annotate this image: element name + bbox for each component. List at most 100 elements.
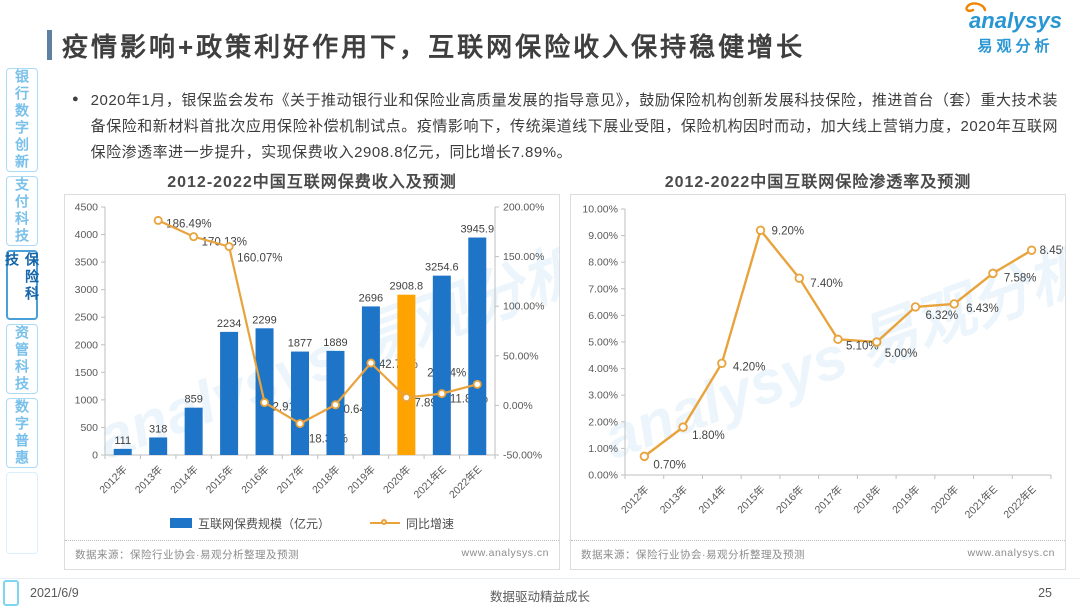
penetration-label-2013年: 1.80% [692,430,725,442]
sidebar-item-banking-digital[interactable]: 银行数字创新 [6,68,38,172]
bullet-text: 2020年1月，银保监会发布《关于推动银行业和保险业高质量发展的指导意见》，鼓励… [90,92,1058,161]
x-tick-label: 2022年E [1001,483,1039,521]
growth-point-2021年E [437,389,447,399]
x-tick-label: 2015年 [735,483,768,516]
growth-label-2013年: 186.49% [166,218,211,230]
bar-legend-label: 互联网保费规模（亿元） [197,516,330,531]
source-site: www.analysys.cn [967,547,1055,559]
footer-date: 2021/6/9 [30,586,79,600]
growth-line [157,219,478,425]
y-axis-tick: 9.00% [588,230,618,242]
left-axis-tick: 1500 [75,367,99,379]
line-legend-marker [370,519,400,525]
growth-label-2015年: 160.07% [237,253,282,265]
premium-source-row: 数据来源：保险行业协会·易观分析整理及预测 www.analysys.cn [65,540,559,569]
left-axis-tick: 4000 [75,229,99,241]
bar-label-2012年: 111 [114,435,131,447]
penetration-chart-box: analysys 易观分析 0.00% 1.00% 2.00% 3.00% 4.00% 5… [570,194,1066,570]
left-axis-tick: 2500 [75,312,99,324]
logo-wordmark: analysys [969,8,1062,33]
penetration-label-2019年: 6.32% [925,310,958,322]
left-axis-tick: 0 [92,450,98,462]
x-tick-label: 2020年 [928,483,961,516]
x-tick-label: 2017年 [812,483,845,516]
right-axis-tick: 0.00% [503,400,533,412]
x-tick-label: 2016年 [773,483,806,516]
page-title: 疫情影响+政策利好作用下，互联网保险收入保持稳健增长 [62,32,806,62]
y-axis-tick: 1.00% [588,443,618,455]
penetration-point-2018年 [872,337,882,347]
slide-footer: 2021/6/9 数据驱动精益成长 25 [0,578,1080,608]
bar-label-2013年: 318 [149,423,167,435]
penetration-point-2020年 [949,299,959,309]
sidebar-item-empty [6,472,38,554]
x-tick-label: 2018年 [309,463,342,496]
penetration-point-2013年 [678,422,688,432]
left-axis-tick: 500 [80,422,98,434]
growth-point-2019年 [366,358,376,368]
y-axis-tick: 0.00% [588,470,618,482]
y-axis-tick: 6.00% [588,310,618,322]
penetration-point-2017年 [833,334,843,345]
right-axis-tick: 100.00% [503,301,544,313]
penetration-label-2012年: 0.70% [653,459,686,471]
penetration-point-2012年 [639,451,650,462]
penetration-label-2014年: 4.20% [733,361,766,373]
y-axis-tick: 5.00% [588,337,618,349]
penetration-label-2020年: 6.43% [966,303,999,315]
bar-2012年 [113,448,132,455]
logo-swirl-icon [965,2,987,12]
penetration-point-2021年E [988,268,998,279]
logo-chinese-name: 易观分析 [977,38,1054,55]
premium-chart-title: 2012-2022中国互联网保费收入及预测 [167,174,457,191]
footer-slogan: 数据驱动精益成长 [489,590,590,604]
sidebar-item-digital-inclusion[interactable]: 数字普惠 [6,398,38,468]
penetration-source-row: 数据来源：保险行业协会·易观分析整理及预测 www.analysys.cn [571,540,1065,569]
x-tick-label: 2014年 [168,463,201,496]
bar-2022年E [468,237,487,455]
source-site: www.analysys.cn [461,547,549,559]
penetration-label-2017年: 5.10% [846,340,879,352]
x-tick-label: 2012年 [97,463,130,496]
y-axis-tick: 10.00% [582,204,618,216]
bar-2016年 [255,328,274,455]
y-axis-tick: 7.00% [588,283,618,295]
y-axis-tick: 4.00% [588,363,618,375]
x-tick-label: 2019年 [889,483,922,516]
bar-label-2015年: 2234 [217,318,241,330]
growth-point-2018年 [330,400,340,410]
x-tick-label: 2018年 [851,483,884,516]
bar-2014年 [184,407,203,455]
growth-point-2022年E [472,379,482,389]
penetration-point-2015年 [755,225,766,235]
growth-point-2016年 [260,398,270,408]
bar-label-2016年: 2299 [252,314,276,326]
x-tick-label: 2020年 [380,463,413,496]
x-tick-label: 2013年 [132,463,165,496]
legend-item-bar: 互联网保费规模（亿元） [169,515,330,532]
source-label: 数据来源：保险行业协会·易观分析整理及预测 [75,549,299,561]
left-axis-tick: 2000 [75,339,99,351]
left-axis-tick: 3500 [75,257,99,269]
bar-2015年 [220,331,239,455]
bar-2019年 [361,306,380,455]
corner-decoration [3,580,19,606]
premium-chart-box: analysys 易观分析 0 500 1000 1500 2000 2500 3000 35… [64,194,560,570]
line-legend-label: 同比增速 [406,516,455,531]
premium-chart-panel: 2012-2022中国互联网保费收入及预测 analysys 易观分析 0 500… [64,168,560,570]
penetration-label-2015年: 9.20% [772,225,805,237]
premium-combo-chart: 0 500 1000 1500 2000 2500 3000 3500 4000 4500 -50.… [75,202,545,502]
left-axis-tick: 1000 [75,394,99,406]
sidebar-item-asset-mgmt-tech[interactable]: 资管科技 [6,324,38,394]
bar-label-2014年: 859 [184,394,202,406]
left-axis-tick: 3000 [75,284,99,296]
sidebar-item-payment-tech[interactable]: 支付科技 [6,176,38,246]
penetration-point-2016年 [794,273,804,283]
right-axis-tick: 200.00% [503,202,544,214]
penetration-point-2014年 [717,358,727,368]
right-axis-tick: -50.00% [503,450,542,462]
bar-2017年 [291,351,309,455]
sidebar-item-insurance-tech[interactable]: 保险科技 [4,250,40,320]
penetration-chart-panel: 2012-2022中国互联网保险渗透率及预测 analysys 易观分析 0.0… [570,168,1066,570]
penetration-label-2018年: 5.00% [885,348,918,360]
